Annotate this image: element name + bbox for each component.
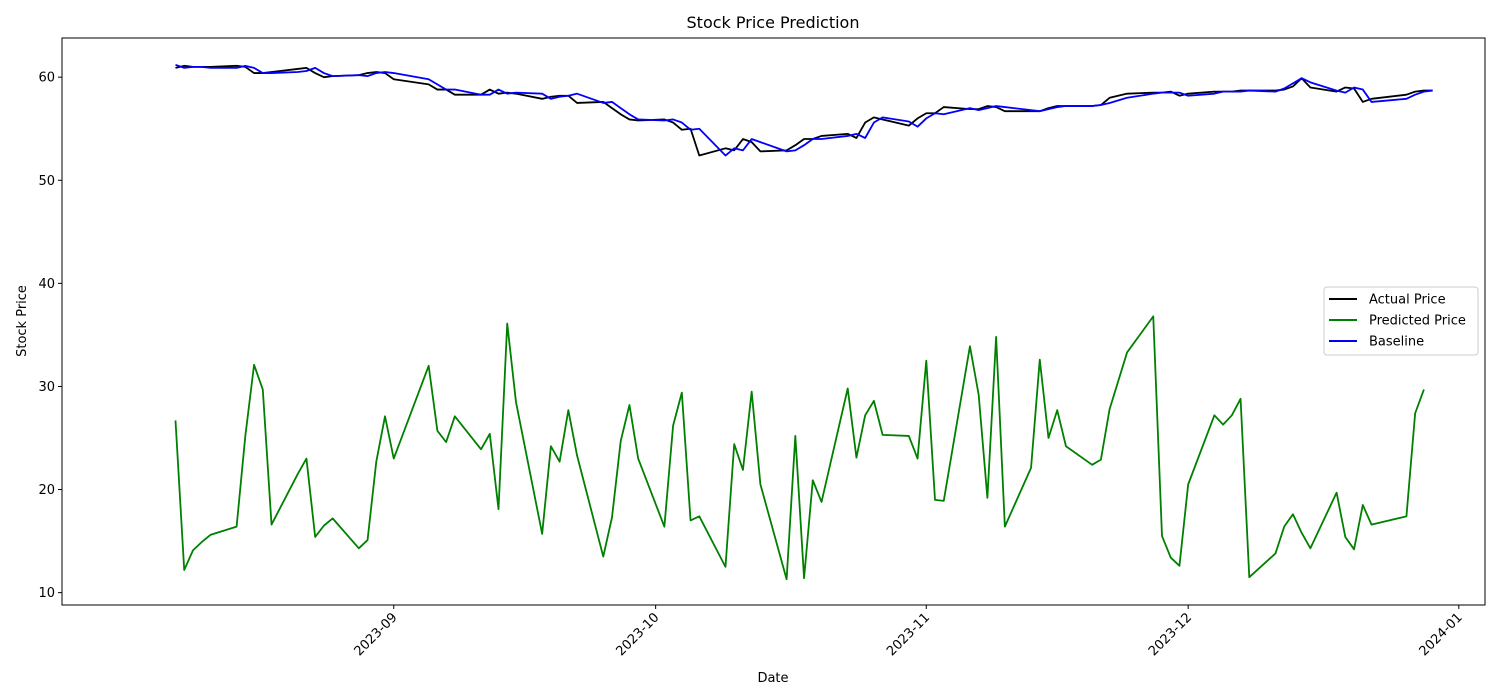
legend-label: Predicted Price <box>1369 314 1466 329</box>
chart-title: Stock Price Prediction <box>687 13 860 32</box>
y-axis-title: Stock Price <box>15 285 30 357</box>
series-layer <box>174 63 1433 581</box>
series-line-2 <box>175 63 1433 157</box>
legend-label: Baseline <box>1369 335 1424 350</box>
legend-label: Actual Price <box>1369 293 1446 308</box>
legend: Actual Price Predicted Price Baseline <box>1323 286 1479 356</box>
y-tick-label: 60 <box>38 71 55 86</box>
x-axis-title: Date <box>757 671 788 686</box>
y-axis: 10 20 30 40 50 60 <box>38 71 62 601</box>
y-tick-label: 10 <box>38 586 55 601</box>
plot-frame <box>61 37 1486 606</box>
plot-area <box>61 37 1486 606</box>
y-tick-label: 20 <box>38 483 55 498</box>
y-tick-label: 30 <box>38 380 55 395</box>
y-tick-label: 50 <box>38 174 55 189</box>
legend-box <box>1323 286 1479 356</box>
series-line-1 <box>174 315 1425 581</box>
y-tick-label: 40 <box>38 277 55 292</box>
